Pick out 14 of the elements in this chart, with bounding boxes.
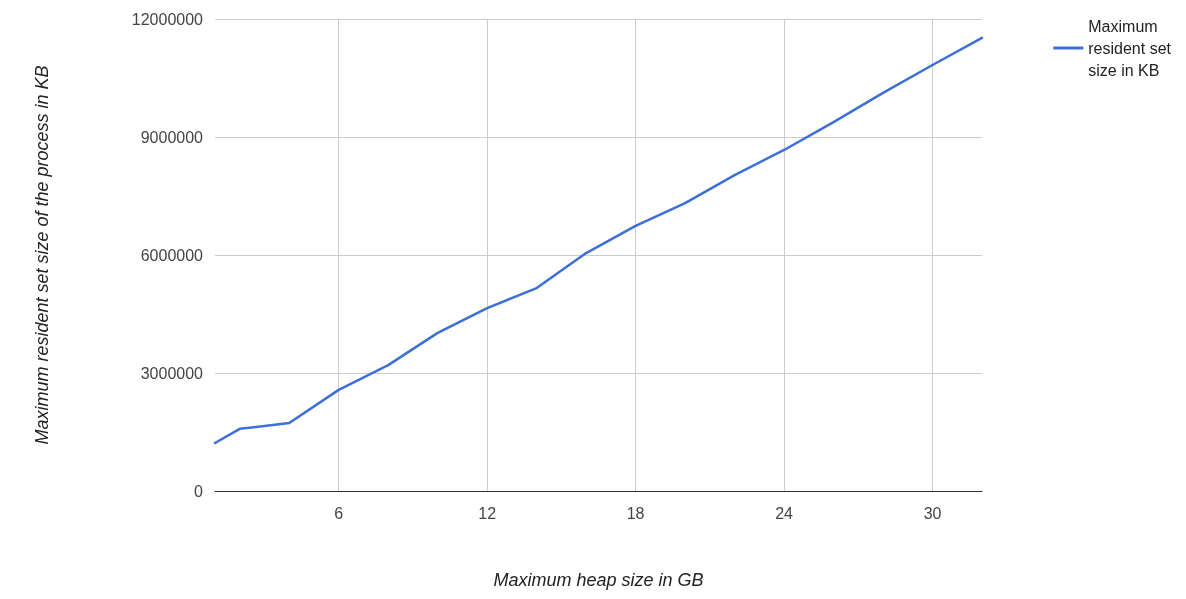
y-tick-label: 9000000 bbox=[140, 128, 204, 146]
x-tick-label: 24 bbox=[775, 504, 794, 522]
y-tick-label: 6000000 bbox=[140, 246, 204, 264]
y-tick-label: 0 bbox=[194, 482, 204, 500]
y-tick-label: 3000000 bbox=[140, 364, 204, 382]
y-tick-label: 12000000 bbox=[131, 10, 204, 28]
x-tick-label: 30 bbox=[923, 504, 942, 522]
x-axis-title: Maximum heap size in GB bbox=[493, 570, 704, 590]
line-series bbox=[213, 36, 984, 445]
y-axis-title: Maximum resident set size of the process in KB bbox=[32, 65, 52, 445]
x-tick-label: 18 bbox=[626, 504, 645, 522]
x-tick-label: 6 bbox=[334, 504, 344, 522]
legend-label: Maximum resident set size in KB bbox=[1088, 17, 1172, 79]
x-tick-label: 12 bbox=[478, 504, 497, 522]
